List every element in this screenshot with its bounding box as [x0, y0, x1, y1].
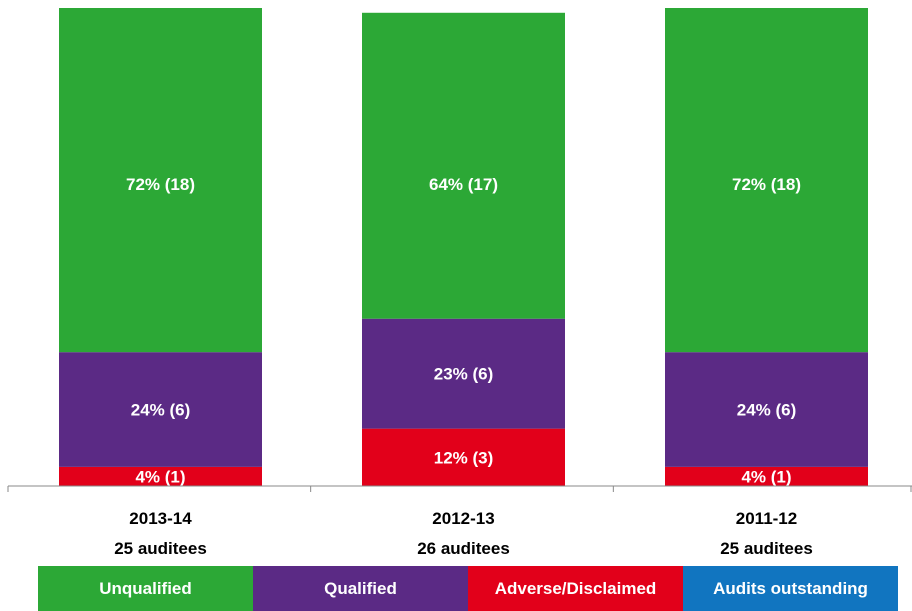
data-label: 24% (6) [131, 401, 191, 420]
bar-segment-unqualified-2012-13 [362, 12, 565, 319]
bar-segment-adverse-disclaimed-2012-13 [362, 428, 565, 486]
data-label: 12% (3) [434, 448, 494, 467]
x-tick-label: 2011-12 [736, 509, 797, 528]
data-label: 72% (18) [126, 175, 195, 194]
bar-segment-qualified-2012-13 [362, 318, 565, 429]
x-tick-sublabel: 25 auditees [720, 539, 813, 558]
data-label: 24% (6) [737, 401, 797, 420]
stacked-bar-chart: 4% (1) 24% (6) 72% (18) 2013-14 25 auditees 1… [7, 8, 912, 558]
legend-item-audits-outstanding: Audits outstanding [683, 566, 898, 611]
bar-segment-unqualified-2013-14 [59, 8, 262, 353]
data-label: 23% (6) [434, 365, 494, 384]
legend-item-unqualified: Unqualified [38, 566, 253, 611]
data-label: 72% (18) [732, 175, 801, 194]
x-tick-label: 2012-13 [432, 509, 494, 528]
data-label: 4% (1) [741, 467, 791, 486]
legend-item-adverse-disclaimed: Adverse/Disclaimed [468, 566, 683, 611]
legend: Unqualified Qualified Adverse/Disclaimed Au… [38, 566, 898, 611]
x-tick-label: 2013-14 [129, 509, 192, 528]
data-label: 4% (1) [135, 467, 185, 486]
data-label: 64% (17) [429, 175, 498, 194]
bar-segment-adverse-disclaimed-2011-12 [665, 466, 868, 486]
x-tick-sublabel: 26 auditees [417, 539, 510, 558]
bar-segment-adverse-disclaimed-2013-14 [59, 466, 262, 486]
bar-segment-qualified-2013-14 [59, 352, 262, 467]
bar-segment-unqualified-2011-12 [665, 8, 868, 353]
legend-item-qualified: Qualified [253, 566, 468, 611]
x-tick-sublabel: 25 auditees [114, 539, 207, 558]
bar-segment-qualified-2011-12 [665, 352, 868, 467]
